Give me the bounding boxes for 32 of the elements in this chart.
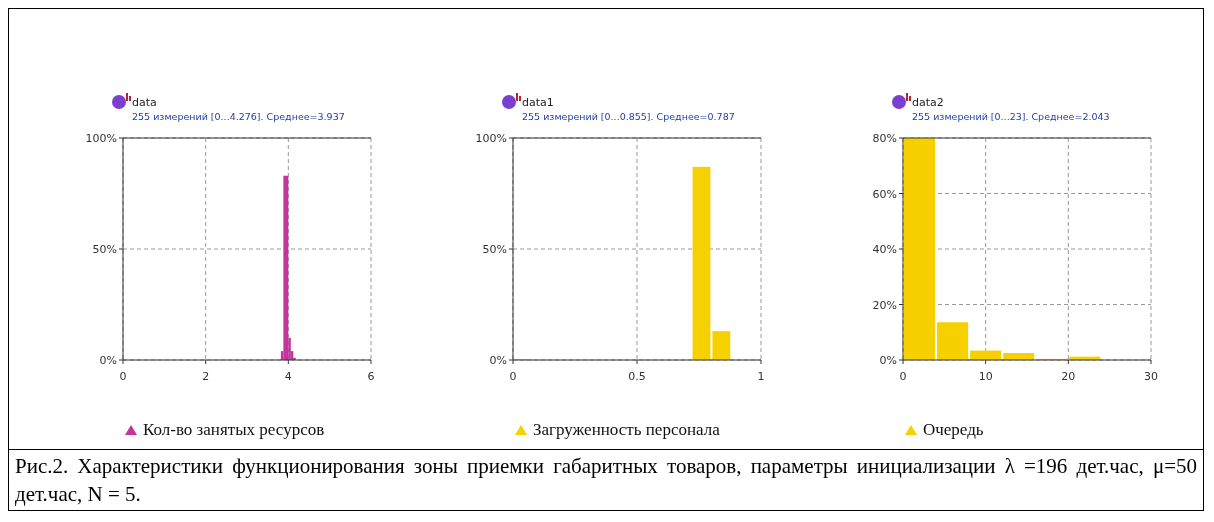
chart-subtitle: 255 измерений [0...4.276]. Среднее=3.937 (132, 111, 345, 122)
y-tick-label: 0% (879, 354, 897, 367)
y-tick-label: 80% (872, 132, 897, 145)
y-tick-label: 100% (85, 132, 117, 145)
x-tick-label: 1 (757, 370, 765, 383)
x-tick-label: 10 (978, 370, 993, 383)
chart-title: data2 (912, 96, 944, 109)
y-tick-label: 20% (872, 298, 897, 312)
y-tick-label: 100% (475, 132, 507, 145)
legend-label: Очередь (923, 420, 984, 439)
x-tick-label: 30 (1144, 370, 1158, 383)
y-tick-label: 0% (99, 354, 117, 367)
text: Рис.2. Характеристики функционирования зоны приемки габаритных товаров, параметры инициализации λ =196 дет.час, μ=50 дет.час, N = 5. (14, 453, 1198, 508)
x-tick-label: 0 (899, 370, 907, 383)
y-tick-label: 50% (482, 243, 507, 256)
legend-label: Загруженность персонала (533, 420, 721, 439)
x-tick-label: 2 (202, 370, 210, 383)
chart-subtitle: 255 измерений [0...23]. Среднее=2.043 (912, 111, 1110, 122)
y-tick-label: 50% (92, 243, 117, 256)
x-tick-label: 6 (367, 370, 375, 383)
y-tick-label: 0% (489, 354, 507, 367)
x-tick-label: 20 (1061, 370, 1076, 383)
chart-subtitle: 255 измерений [0...0.855]. Среднее=0.787 (522, 111, 735, 122)
x-tick-label: 4 (284, 370, 292, 383)
chart-title: data (132, 96, 157, 109)
legend-label: Кол-во занятых ресурсов (143, 420, 325, 439)
y-tick-label: 60% (872, 187, 897, 201)
x-tick-label: 0 (119, 370, 127, 383)
x-tick-label: 0 (509, 370, 517, 383)
y-tick-label: 40% (872, 243, 897, 256)
chart-title: data1 (522, 96, 554, 109)
x-tick-label: 0.5 (628, 370, 646, 383)
